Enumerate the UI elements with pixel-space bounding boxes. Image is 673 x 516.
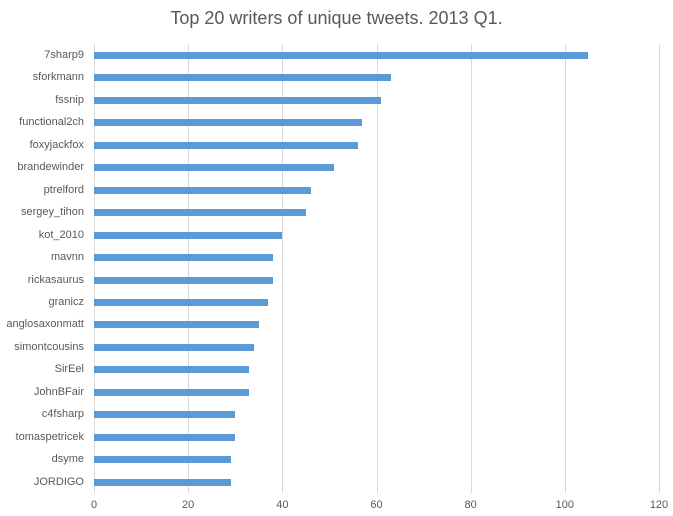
bar-row: brandewinder	[0, 156, 659, 178]
bar-row: tomaspetricek	[0, 426, 659, 448]
category-label: fssnip	[55, 93, 84, 106]
category-label: JORDIGO	[33, 475, 84, 488]
category-label: 7sharp9	[44, 49, 84, 61]
category-label: SirEel	[54, 363, 84, 376]
chart-title: Top 20 writers of unique tweets. 2013 Q1…	[170, 8, 503, 28]
category-label: granicz	[48, 295, 84, 308]
category-label: sforkmann	[32, 71, 84, 84]
bar	[94, 74, 391, 82]
bar	[94, 276, 273, 284]
bar	[94, 343, 255, 351]
bar	[94, 366, 250, 374]
bar	[94, 321, 259, 329]
category-label: kot_2010	[38, 228, 84, 241]
category-label: ptrelford	[43, 183, 84, 196]
bar	[94, 141, 358, 149]
bar-row: JORDIGO	[0, 471, 659, 493]
bar	[94, 433, 236, 441]
gridline	[470, 44, 472, 493]
bar	[94, 96, 382, 104]
bar-row: rickasaurus	[0, 269, 659, 291]
x-tick-label: 80	[464, 499, 477, 511]
bar-row: dsyme	[0, 448, 659, 470]
gridline	[564, 44, 566, 493]
category-label: tomaspetricek	[15, 430, 84, 443]
x-tick-label: 100	[555, 499, 574, 511]
bar	[94, 478, 231, 486]
bar-row: JohnBFair	[0, 381, 659, 403]
category-label: mavnn	[50, 251, 84, 264]
bar	[94, 209, 306, 217]
bar-row: c4fsharp	[0, 403, 659, 425]
category-label: anglosaxonmatt	[6, 318, 84, 331]
plot-area: 7sharp9 sforkmann fssnip functional2ch foxyj…	[6, 44, 660, 493]
gridline	[659, 44, 660, 493]
bar-row: ptrelford	[0, 179, 659, 201]
bar-row: simontcousins	[0, 336, 659, 358]
x-tick-label: 120	[649, 499, 669, 511]
bar-row: granicz	[0, 291, 659, 313]
x-tick-label: 20	[182, 499, 195, 511]
bar-row: SirEel	[0, 358, 659, 380]
x-tick-label: 40	[276, 499, 289, 511]
bar-row: anglosaxonmatt	[0, 313, 659, 335]
x-tick-label: 0	[90, 499, 98, 511]
bar-row: mavnn	[0, 246, 659, 268]
bar	[94, 388, 250, 396]
bar-row: kot_2010	[0, 224, 659, 246]
bar	[94, 231, 283, 239]
category-label: dsyme	[51, 453, 84, 466]
bar-row: 7sharp9	[0, 44, 659, 66]
category-label: simontcousins	[14, 340, 84, 353]
bar-row: sforkmann	[0, 66, 659, 88]
gridline	[376, 44, 378, 493]
gridline	[94, 44, 95, 493]
category-label: c4fsharp	[41, 408, 84, 421]
bar	[94, 52, 589, 59]
category-label: sergey_tihon	[21, 206, 84, 219]
bar	[94, 411, 236, 419]
bar	[94, 298, 269, 306]
x-tick-label: 60	[370, 499, 383, 511]
bar-row: sergey_tihon	[0, 201, 659, 223]
category-label: functional2ch	[19, 116, 84, 129]
gridline	[188, 44, 190, 493]
bar-row: foxyjackfox	[0, 134, 659, 156]
gridline	[282, 44, 284, 493]
category-label: rickasaurus	[27, 273, 84, 286]
bar	[94, 254, 273, 262]
bar-row: fssnip	[0, 89, 659, 111]
bar-row: functional2ch	[0, 111, 659, 133]
category-label: JohnBFair	[33, 385, 84, 398]
bar	[94, 186, 311, 194]
category-label: brandewinder	[17, 161, 84, 174]
bar	[94, 164, 335, 172]
bar	[94, 119, 363, 127]
category-label: foxyjackfox	[29, 138, 84, 151]
bar	[94, 456, 231, 464]
